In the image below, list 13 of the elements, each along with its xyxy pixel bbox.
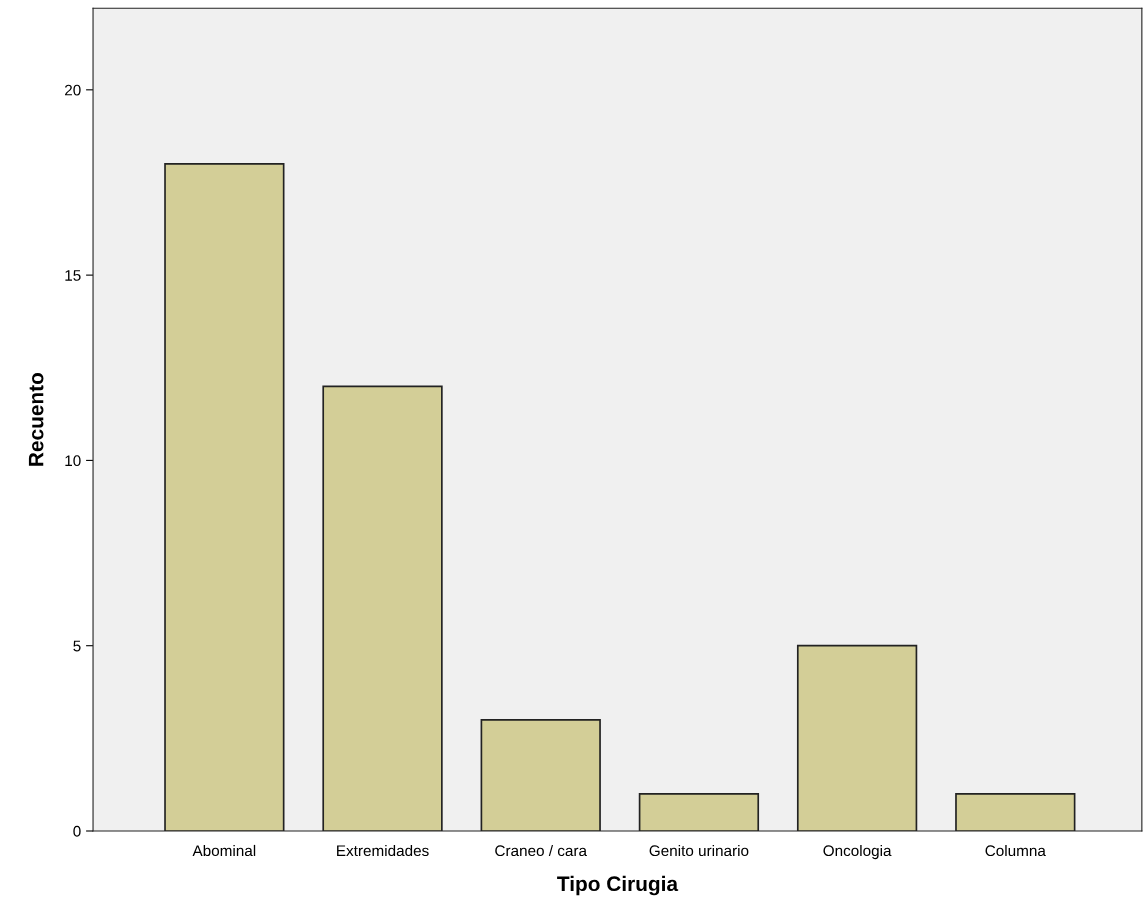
- x-tick-label: Extremidades: [337, 844, 429, 857]
- y-axis-title: Recuento: [28, 373, 44, 466]
- x-tick-label: Abominal: [192, 844, 256, 857]
- y-tick-label: 0: [73, 825, 81, 837]
- x-tick-label: Columna: [985, 844, 1046, 857]
- y-tick-label: 5: [73, 640, 81, 652]
- x-tick-label: Craneo / cara: [495, 844, 588, 857]
- y-tick-label: 20: [65, 84, 81, 96]
- x-tick-label: Oncologia: [823, 844, 892, 860]
- y-tick-label: 15: [65, 270, 81, 281]
- x-tick-label: Genito urinario: [649, 844, 749, 857]
- x-axis-title: Tipo Cirugia: [557, 875, 679, 896]
- y-tick-label: 10: [65, 455, 81, 467]
